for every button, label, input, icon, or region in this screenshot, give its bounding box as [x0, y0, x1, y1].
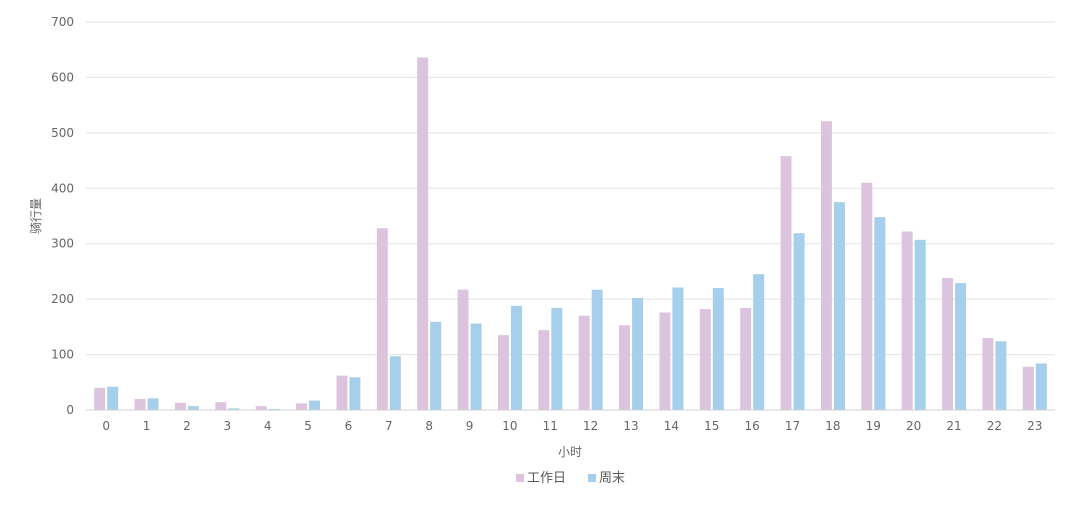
y-tick-label: 700: [51, 15, 74, 29]
x-tick-label: 16: [745, 419, 760, 433]
x-tick-label: 1: [143, 419, 151, 433]
bar-weekday-13: [619, 325, 631, 410]
bar-weekend-0: [107, 386, 119, 410]
x-tick-label: 2: [183, 419, 191, 433]
bar-weekday-14: [659, 312, 671, 410]
x-tick-label: 17: [785, 419, 800, 433]
bar-weekend-4: [268, 408, 280, 410]
bar-weekday-12: [578, 315, 590, 410]
y-tick-label: 400: [51, 181, 74, 195]
bar-weekend-21: [955, 283, 967, 410]
x-tick-label: 23: [1027, 419, 1042, 433]
bar-weekday-5: [296, 403, 308, 410]
bar-weekend-14: [672, 287, 684, 410]
x-tick-label: 19: [866, 419, 881, 433]
bar-weekday-19: [861, 182, 873, 410]
bar-weekend-7: [389, 356, 401, 410]
y-axis-ticks: 0 100 200 300 400 500 600 700: [51, 15, 74, 417]
legend-label-0: 工作日: [527, 471, 566, 486]
legend-swatch-0: [516, 474, 524, 482]
x-tick-label: 13: [623, 419, 638, 433]
bar-weekend-20: [914, 239, 926, 410]
x-tick-label: 4: [264, 419, 272, 433]
bar-weekday-4: [255, 406, 267, 410]
legend-label-1: 周末: [599, 471, 625, 486]
bar-weekday-21: [942, 278, 954, 410]
x-tick-label: 5: [304, 419, 312, 433]
bar-weekday-17: [780, 156, 792, 410]
gridlines: [86, 21, 1055, 356]
x-tick-label: 0: [102, 419, 110, 433]
bar-weekday-23: [1022, 366, 1034, 410]
legend-swatch-1: [588, 474, 596, 482]
bar-weekend-1: [147, 398, 159, 410]
x-tick-label: 11: [543, 419, 558, 433]
legend: 工作日 周末: [516, 471, 625, 486]
bar-weekend-5: [309, 400, 321, 410]
bar-weekday-6: [336, 375, 348, 410]
bar-weekend-12: [591, 289, 603, 410]
bar-weekday-22: [982, 337, 994, 410]
bar-weekday-2: [174, 402, 186, 410]
y-tick-label: 600: [51, 70, 74, 84]
bar-weekday-0: [94, 387, 106, 410]
y-axis-title: 骑行量: [29, 198, 43, 234]
y-tick-label: 500: [51, 126, 74, 140]
y-tick-label: 200: [51, 292, 74, 306]
x-tick-label: 8: [425, 419, 433, 433]
x-tick-label: 18: [825, 419, 840, 433]
bar-weekend-2: [187, 406, 199, 410]
bar-weekend-9: [470, 323, 482, 410]
x-tick-label: 12: [583, 419, 598, 433]
x-tick-label: 9: [466, 419, 474, 433]
bar-weekend-22: [995, 341, 1007, 410]
x-tick-label: 6: [345, 419, 353, 433]
bar-weekday-15: [699, 309, 711, 410]
y-tick-label: 300: [51, 237, 74, 251]
bar-weekday-20: [901, 231, 913, 410]
bar-weekend-17: [793, 233, 805, 410]
bars: [94, 57, 1047, 411]
bar-weekend-23: [1035, 363, 1047, 410]
bar-weekday-1: [134, 398, 146, 410]
bar-weekday-16: [740, 308, 752, 410]
x-tick-label: 7: [385, 419, 393, 433]
bar-weekday-11: [538, 330, 550, 410]
bar-weekday-18: [820, 121, 832, 411]
bar-weekend-16: [753, 274, 765, 410]
bar-weekend-8: [430, 321, 442, 410]
y-tick-label: 100: [51, 348, 74, 362]
bar-weekend-19: [874, 217, 886, 410]
x-axis-ticks: 0 1 2 3 4 5 6 7 8 9 10 11 12 13 14 15 16 17 18 19 20 21 22 23: [102, 419, 1042, 433]
bar-weekend-6: [349, 377, 361, 410]
bar-weekend-18: [833, 202, 845, 410]
x-tick-label: 21: [946, 419, 961, 433]
x-tick-label: 15: [704, 419, 719, 433]
bar-weekday-9: [457, 289, 469, 410]
bar-weekend-13: [632, 298, 644, 410]
x-tick-label: 3: [223, 419, 231, 433]
x-tick-label: 22: [987, 419, 1002, 433]
x-tick-label: 20: [906, 419, 921, 433]
bar-weekend-10: [510, 305, 522, 410]
bar-weekend-11: [551, 308, 563, 410]
bar-weekday-8: [417, 57, 429, 411]
bar-weekend-3: [228, 408, 240, 410]
bar-weekday-7: [376, 228, 388, 410]
y-tick-label: 0: [66, 403, 74, 417]
x-axis-title: 小时: [558, 445, 582, 459]
x-tick-label: 10: [502, 419, 517, 433]
bar-weekday-3: [215, 402, 227, 410]
bar-weekday-10: [497, 335, 509, 410]
bar-weekend-15: [712, 288, 724, 410]
x-tick-label: 14: [664, 419, 679, 433]
